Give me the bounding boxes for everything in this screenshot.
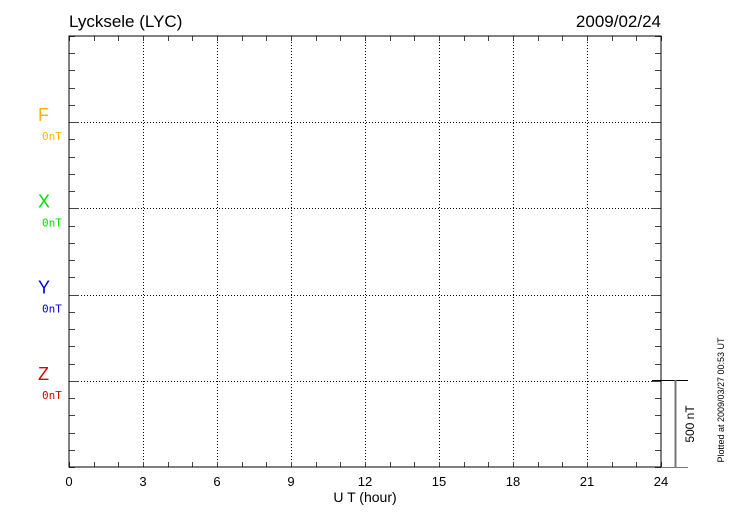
x-tick-labels: 0 3 6 9 12 15 18 21 24: [65, 474, 668, 489]
x-tick-label: 21: [580, 474, 594, 489]
x-tick-label: 18: [506, 474, 520, 489]
chart-title: Lycksele (LYC): [69, 12, 182, 31]
x-tick-label: 0: [65, 474, 72, 489]
panel-baseline-label: 0nT: [42, 216, 62, 229]
x-tick-label: 9: [287, 474, 294, 489]
panel-name-f: F: [38, 105, 49, 125]
x-tick-label: 15: [432, 474, 446, 489]
plotted-at-footnote: Plotted at 2009/03/27 00:53 UT: [716, 337, 726, 463]
panel-name-y: Y: [38, 278, 50, 298]
panel-labels: F 0nT X 0nT Y 0nT Z 0nT: [38, 105, 62, 402]
panel-name-x: X: [38, 191, 50, 211]
panel-baseline-label: 0nT: [42, 303, 62, 316]
x-tick-label: 12: [358, 474, 372, 489]
scale-bar: 500 nT: [652, 380, 697, 468]
x-tick-label: 6: [213, 474, 220, 489]
x-tick-label: 3: [139, 474, 146, 489]
grid: [69, 36, 661, 467]
plot-frame: [68, 35, 662, 468]
scale-bar-label: 500 nT: [683, 405, 697, 443]
panel-baseline-label: 0nT: [42, 389, 62, 402]
panel-baseline-label: 0nT: [42, 130, 62, 143]
axis-ticks: [69, 36, 662, 468]
panel-name-z: Z: [38, 364, 49, 384]
x-axis-label: U T (hour): [333, 489, 396, 505]
x-tick-label: 24: [654, 474, 668, 489]
chart-date: 2009/02/24: [576, 12, 661, 31]
